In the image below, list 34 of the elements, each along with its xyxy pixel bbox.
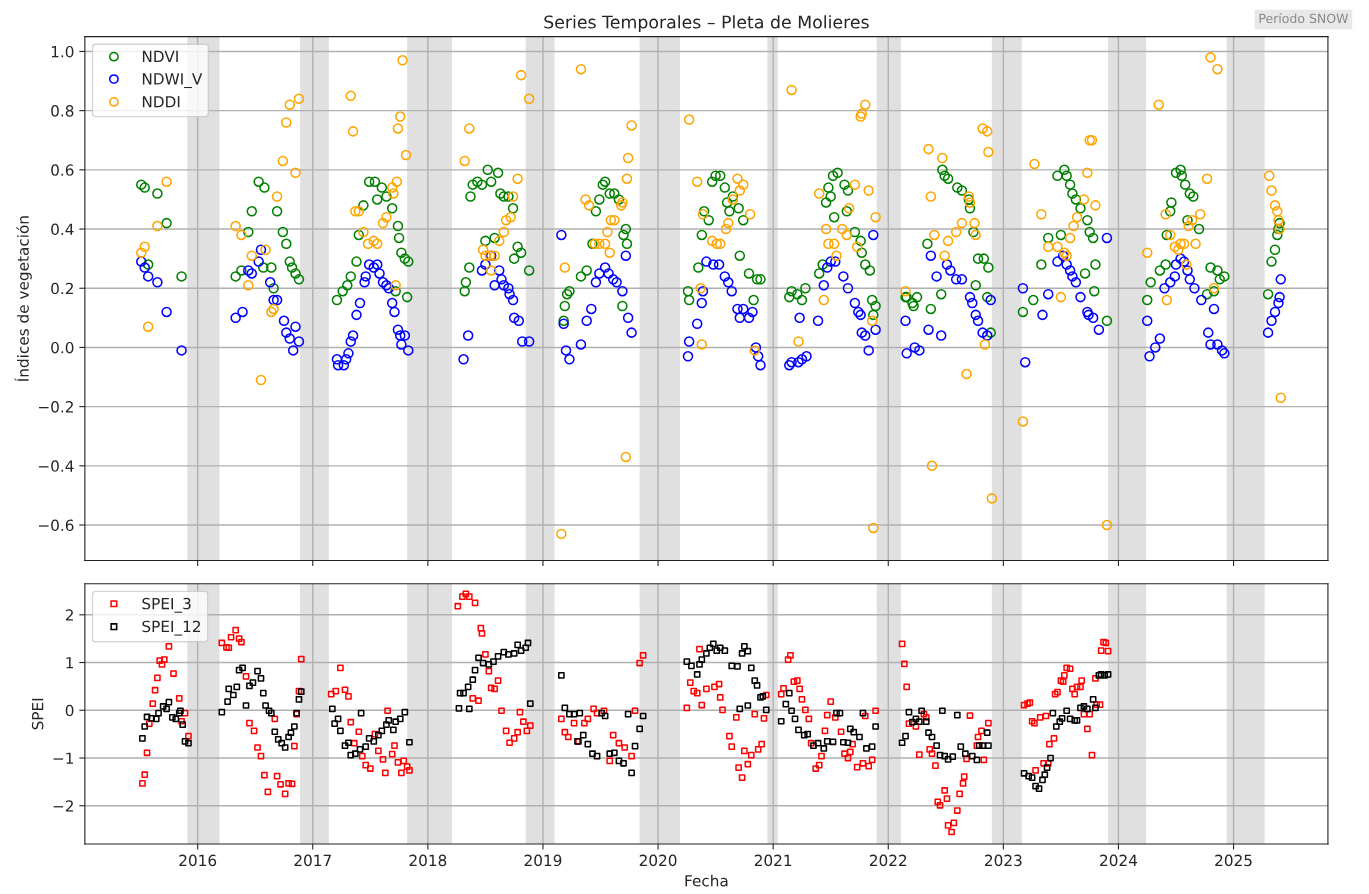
y-axis-title: SPEI xyxy=(31,698,44,730)
x-tick-label: 2021 xyxy=(754,854,792,867)
legend-label: NDDI xyxy=(142,96,180,108)
x-tick-label: 2019 xyxy=(524,854,562,867)
x-tick-label: 2020 xyxy=(639,854,677,867)
y-tick-label: 1 xyxy=(66,657,74,669)
y-tick-label: 2 xyxy=(65,609,73,621)
chart-title: Series Temporales – Pleta de Molieres xyxy=(544,15,869,32)
y-tick-label: 0.6 xyxy=(51,164,74,176)
y-tick-label: −0.2 xyxy=(38,401,73,413)
legend-label: SPEI_12 xyxy=(142,620,201,636)
x-tick-label: 2023 xyxy=(985,854,1022,867)
y-tick-label: 0.2 xyxy=(51,282,73,295)
text: Período SNOW xyxy=(1259,12,1349,24)
y-axis-title: Índices de vegetación xyxy=(14,216,32,382)
x-tick-label: 2024 xyxy=(1100,854,1138,867)
y-tick-label: −0.4 xyxy=(38,460,74,472)
y-tick-label: −2 xyxy=(53,800,73,812)
y-tick-label: 1.0 xyxy=(51,45,74,58)
y-tick-label: −1 xyxy=(53,752,74,764)
legend-label: SPEI_3 xyxy=(142,597,191,613)
y-tick-label: 0.4 xyxy=(51,223,74,236)
x-tick-label: 2018 xyxy=(409,854,447,867)
y-tick-label: 0.8 xyxy=(51,105,74,117)
x-tick-label: 2016 xyxy=(179,854,217,867)
x-tick-label: 2025 xyxy=(1215,854,1252,867)
x-tick-label: 2022 xyxy=(869,854,907,867)
legend-label: NDVI xyxy=(142,50,178,63)
x-tick-label: 2017 xyxy=(294,854,331,867)
legend-label: NDWI_V xyxy=(142,73,203,89)
x-axis-title: Fecha xyxy=(685,874,728,887)
y-tick-label: −0.6 xyxy=(38,519,74,532)
y-tick-label: 0 xyxy=(65,704,74,717)
y-tick-label: 0.0 xyxy=(51,341,74,354)
